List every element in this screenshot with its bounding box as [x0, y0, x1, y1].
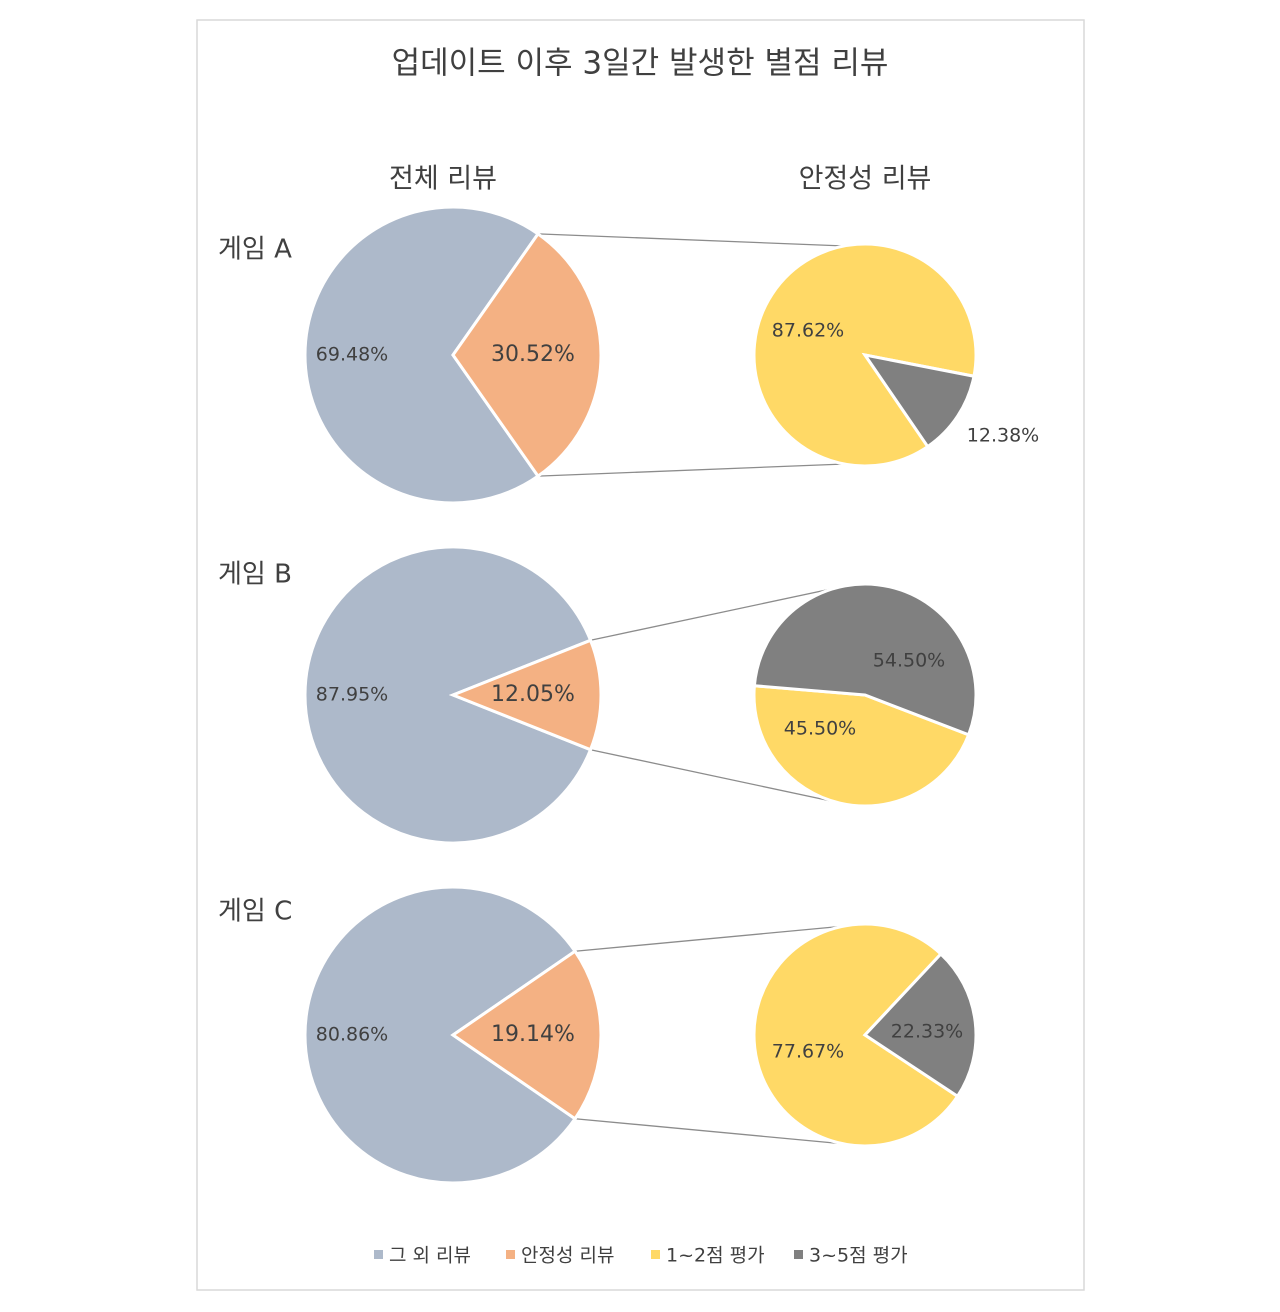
pie-slice: [303, 205, 541, 505]
pie-slice: [448, 638, 603, 752]
row-label: 게임 B: [218, 560, 292, 590]
pie-slice: [752, 582, 978, 737]
pie-slice: [862, 951, 978, 1099]
pie-slice: [450, 949, 603, 1121]
legend-swatch: [374, 1250, 383, 1259]
data-label: 12.38%: [967, 425, 1039, 447]
row-label: 게임 A: [218, 235, 292, 265]
pie-slice: [861, 352, 976, 449]
data-label: 45.50%: [784, 718, 856, 740]
legend-label: 그 외 리뷰: [389, 1245, 471, 1267]
data-label: 80.86%: [316, 1024, 388, 1046]
row-label: 게임 C: [218, 897, 292, 927]
data-label: 87.95%: [316, 684, 388, 706]
legend-swatch: [651, 1250, 660, 1259]
pie-slice: [303, 545, 593, 845]
data-label: 12.05%: [491, 682, 575, 707]
data-label: 87.62%: [772, 320, 844, 342]
pie-slice: [303, 885, 578, 1185]
connector-line: [537, 463, 846, 477]
data-label: 69.48%: [316, 344, 388, 366]
data-label: 19.14%: [491, 1022, 575, 1047]
data-label: 22.33%: [891, 1021, 963, 1043]
legend-label: 1~2점 평가: [666, 1245, 765, 1267]
column-title: 안정성 리뷰: [799, 164, 932, 195]
connector-line: [590, 585, 846, 641]
legend-label: 안정성 리뷰: [521, 1245, 614, 1267]
pie-slice: [451, 231, 603, 479]
column-title: 전체 리뷰: [389, 164, 497, 195]
connector-line: [574, 925, 846, 952]
legend-swatch: [506, 1250, 515, 1259]
data-label: 54.50%: [873, 650, 945, 672]
chart-title: 업데이트 이후 3일간 발생한 별점 리뷰: [392, 46, 889, 82]
connector-line: [537, 233, 846, 247]
connector-line: [590, 749, 846, 805]
connector-line: [574, 1118, 846, 1145]
data-label: 30.52%: [491, 342, 575, 367]
data-label: 77.67%: [772, 1041, 844, 1063]
legend-label: 3~5점 평가: [809, 1245, 908, 1267]
legend-swatch: [794, 1250, 803, 1259]
pie-slice: [752, 922, 960, 1148]
